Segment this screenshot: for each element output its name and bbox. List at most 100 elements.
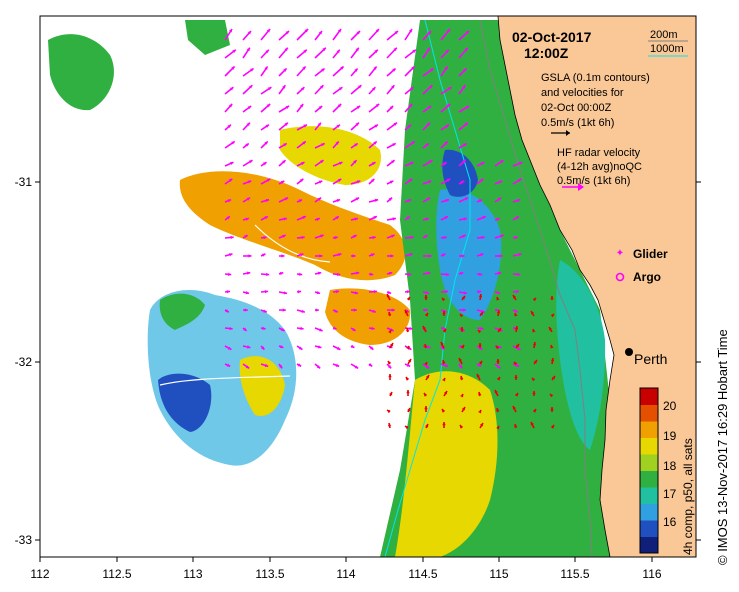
hf-velocity-arrow-head	[407, 124, 411, 129]
hf-velocity-arrow-head	[247, 345, 251, 349]
hf-velocity-arrow-head	[444, 216, 448, 220]
hf-velocity-arrow-head	[446, 29, 450, 33]
gsla-velocity-arrow-head	[424, 362, 428, 366]
hf-velocity-arrow-head	[340, 66, 344, 70]
gsla-velocity-arrow-head	[388, 374, 392, 378]
hf-velocity-arrow-head	[354, 143, 358, 147]
depth-legend: 200m 1000m	[648, 29, 688, 57]
gsla-velocity-arrow-head	[460, 327, 464, 331]
lon-tick-label: 113.5	[255, 567, 284, 581]
hf-velocity-arrow-head	[335, 216, 339, 220]
hf-velocity-arrow-head	[303, 49, 307, 54]
gsla-velocity-arrow-head	[388, 361, 392, 365]
gsla-velocity-arrow-head	[407, 408, 411, 412]
sst-patch-southwest-yellow	[239, 356, 285, 416]
hf-velocity-arrow-head	[500, 160, 504, 164]
hf-velocity-arrow-head	[444, 363, 449, 367]
hf-velocity-arrow-head	[514, 236, 518, 240]
hf-velocity-arrow-head	[517, 178, 522, 182]
gsla-velocity-arrow-head	[514, 424, 518, 428]
depth-legend-200m: 200m	[650, 29, 678, 41]
hf-velocity-arrow-head	[302, 141, 306, 145]
hf-velocity-arrow-head	[263, 235, 267, 240]
hf-velocity-arrow-head	[266, 178, 271, 182]
hf-velocity-arrow-head	[354, 217, 358, 221]
hf-velocity-arrow-head	[462, 85, 466, 89]
gsla-velocity-arrow-head	[442, 378, 446, 382]
hf-velocity-arrow-head	[247, 180, 252, 184]
hf-velocity-arrow-head	[230, 235, 234, 240]
hf-velocity-arrow-head	[409, 87, 414, 91]
hf-velocity-arrow-head	[369, 272, 374, 276]
hf-velocity-arrow-head	[462, 234, 466, 238]
gsla-velocity-arrow-head	[442, 409, 446, 413]
gsla-velocity-arrow-head	[496, 310, 501, 314]
perth-marker	[625, 348, 633, 356]
sst-patch-southwest-warm	[159, 293, 205, 330]
hf-velocity-arrow-head	[322, 47, 326, 52]
colorbar-segment	[640, 421, 658, 438]
hf-velocity-arrow-head	[355, 271, 360, 275]
hf-velocity-arrow-head	[317, 197, 322, 201]
hf-velocity-arrow-head	[356, 105, 361, 110]
hf-velocity-arrow-head	[247, 105, 252, 110]
gsla-velocity-arrow-head	[478, 361, 482, 365]
sst-patch-yellow-north	[280, 126, 381, 185]
colorbar-tick: 18	[663, 459, 677, 473]
hf-velocity-arrow-head	[337, 178, 342, 182]
hf-velocity-arrow-head	[515, 363, 520, 367]
glider-icon: ✦	[616, 248, 624, 259]
hf-velocity-arrow-head	[389, 180, 394, 184]
colorbar-segment	[640, 536, 658, 554]
gsla-velocity-arrow-head	[425, 424, 429, 428]
hf-velocity-arrow-head	[372, 162, 376, 166]
gsla-velocity-arrow-head	[461, 296, 465, 300]
gsla-velocity-arrow-head	[478, 294, 483, 298]
hf-velocity-arrow-head	[231, 141, 235, 145]
hf-velocity-arrow-head	[352, 327, 356, 331]
hf-velocity-arrow-head	[227, 346, 232, 350]
hf-velocity-arrow-head	[387, 290, 392, 294]
gsla-velocity-arrow-head	[532, 342, 537, 346]
hf-velocity-arrow-head	[354, 291, 359, 295]
hf-velocity-arrow-head	[283, 217, 287, 221]
hf-velocity-arrow-head	[495, 308, 499, 312]
gsla-velocity-arrow-head	[460, 376, 464, 380]
hf-velocity-arrow-head	[228, 103, 233, 108]
hf-velocity-arrow-head	[317, 122, 321, 127]
plot-frame	[39, 15, 697, 558]
hf-velocity-arrow-head	[227, 124, 231, 129]
hf-velocity-arrow-head	[411, 141, 415, 145]
argo-label: Argo	[633, 270, 661, 284]
colorbar-segment	[640, 487, 658, 504]
hf-velocity-arrow-head	[428, 85, 433, 89]
hf-velocity-arrow-head	[353, 235, 357, 239]
hf-velocity-arrow-head	[425, 291, 430, 295]
hf-velocity-arrow-head	[297, 290, 302, 294]
hf-velocity-arrow-head	[373, 216, 377, 220]
lon-tick-label: 115.5	[560, 567, 589, 581]
gsla-velocity-arrow-head	[424, 295, 428, 299]
hf-velocity-arrow-head	[228, 178, 233, 183]
hf-velocity-arrow-head	[300, 87, 305, 91]
gsla-velocity-arrow-head	[407, 359, 411, 363]
hf-velocity-arrow-head	[244, 308, 248, 312]
hf-velocity-arrow-head	[227, 199, 232, 203]
gsla-legend: GSLA (0.1m contours) and velocities for …	[541, 72, 650, 136]
hf-velocity-arrow-head	[391, 160, 395, 164]
hf-velocity-arrow-head	[298, 346, 303, 350]
hf-velocity-arrow-head	[285, 105, 290, 109]
hf-velocity-arrow-head	[282, 85, 286, 89]
gsla-velocity-arrow-head	[478, 330, 482, 334]
hf-velocity-arrow-head	[391, 308, 395, 312]
hf-velocity-arrow-head	[482, 216, 486, 220]
hf-velocity-arrow-head	[392, 68, 396, 72]
lon-tick-label: 113	[183, 567, 202, 581]
gsla-velocity-arrow-head	[388, 312, 392, 316]
hf-velocity-arrow-head	[265, 198, 270, 203]
hf-velocity-arrow-head	[264, 216, 268, 220]
gsla-velocity-arrow-head	[513, 295, 517, 299]
hf-velocity-arrow-head	[283, 143, 287, 147]
hf-velocity-arrow-head	[337, 272, 341, 277]
hf-velocity-arrow-head	[354, 68, 358, 72]
